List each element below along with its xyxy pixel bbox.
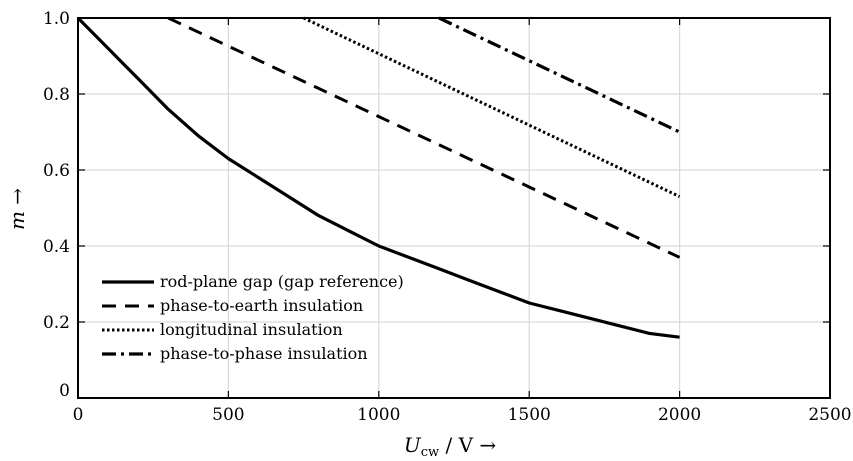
x-axis-label-main: U	[404, 433, 422, 457]
x-tick-label: 1500	[508, 405, 551, 425]
x-tick-label: 2000	[658, 405, 701, 425]
legend-label: phase-to-earth insulation	[160, 296, 363, 315]
y-tick-label: 0.2	[43, 313, 70, 333]
series-line-dashed	[167, 16, 681, 259]
x-tick-label: 2500	[808, 405, 851, 425]
series-group	[76, 16, 681, 339]
x-axis-label-rest: / V →	[439, 433, 496, 457]
x-axis-label: Ucw / V →	[404, 433, 497, 460]
x-axis-label-sub: cw	[421, 445, 439, 460]
series-line-solid	[76, 16, 680, 339]
y-tick-label: 1.0	[43, 9, 70, 29]
legend-label: phase-to-phase insulation	[160, 344, 368, 363]
legend-label: rod-plane gap (gap reference)	[160, 272, 404, 291]
legend-label: longitudinal insulation	[160, 320, 343, 339]
y-axis-label-rest: →	[5, 188, 29, 211]
x-tick-label: 1000	[357, 405, 400, 425]
x-tick-label: 0	[73, 405, 84, 425]
y-tick-label: 0.6	[43, 161, 70, 181]
y-tick-label: 0.4	[43, 237, 70, 257]
series-line-dotted	[302, 16, 681, 198]
y-tick-label: 0.8	[43, 85, 70, 105]
legend: rod-plane gap (gap reference) phase-to-ea…	[102, 272, 404, 363]
y-axis-label-main: m	[5, 211, 29, 230]
y-tick-label: 0	[59, 381, 70, 401]
plot-frame	[77, 17, 831, 399]
axis-ticks: 0 500 1000 1500 2000 2500 0 0.2 0.4 0.6 0.8 1.0	[43, 9, 852, 425]
x-tick-label: 500	[212, 405, 244, 425]
y-axis-label: m →	[5, 188, 29, 230]
series-line-dashdot	[438, 16, 681, 134]
